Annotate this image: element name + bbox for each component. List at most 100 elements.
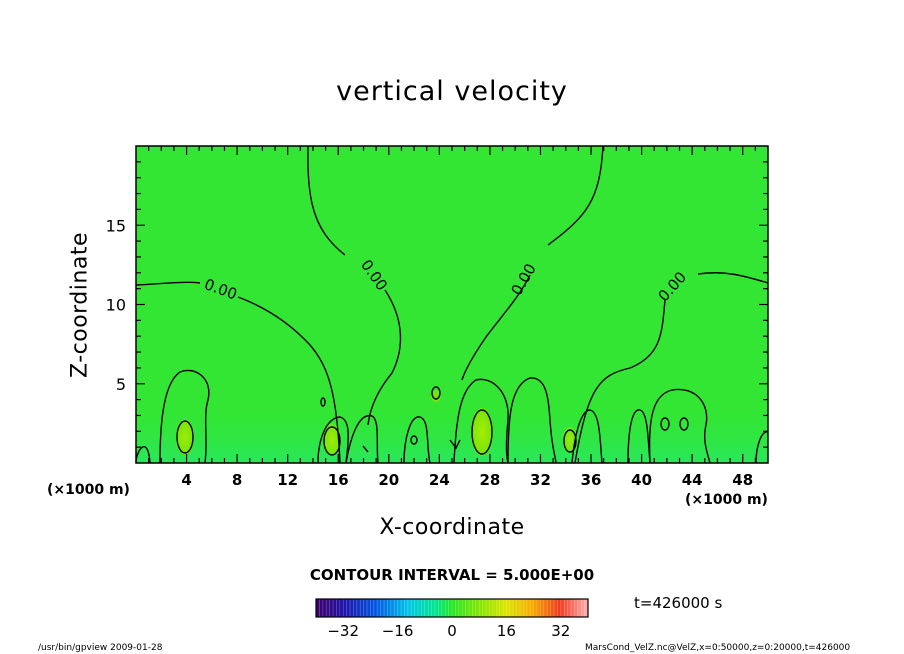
colorbar-cell [567, 599, 572, 617]
x-tick-label: 36 [581, 471, 602, 489]
colorbar-cell [414, 599, 419, 617]
colorbar-cell [516, 599, 521, 617]
contour-dot-2 [410, 435, 418, 445]
contour-dot-3 [660, 417, 670, 431]
colorbar-cell [530, 599, 534, 617]
cell-3 [317, 416, 349, 464]
x-tick-label: 4 [181, 471, 191, 489]
colorbar-cell [346, 599, 351, 617]
contour-interval: CONTOUR INTERVAL = 5.000E+00 [309, 566, 595, 584]
colorbar-cell [523, 599, 528, 617]
colorbar-cell [452, 599, 456, 617]
x-ticks: 4 8 12 16 20 24 28 32 36 40 44 48 [148, 146, 756, 489]
colorbar-cell [540, 599, 545, 617]
colorbar-cell [329, 599, 334, 617]
contour-plume-5 [431, 386, 441, 400]
colorbar-cell [574, 599, 579, 617]
x-tick-label: 20 [378, 471, 399, 489]
colorbar-cell [581, 599, 585, 617]
colorbar-cell [445, 599, 449, 617]
colorbar-cell [492, 599, 497, 617]
colorbar-cell [479, 599, 483, 617]
colorbar-cell [411, 599, 415, 617]
colorbar [315, 599, 589, 617]
x-tick-label: 28 [479, 471, 500, 489]
colorbar-cell [387, 599, 392, 617]
y-ticks: 5 10 15 [106, 161, 768, 448]
colorbar-cell [336, 599, 341, 617]
contour-plume-3 [471, 409, 493, 455]
x-tick-label: 12 [277, 471, 298, 489]
x-tick-label: 48 [732, 471, 753, 489]
colorbar-cell [537, 599, 541, 617]
colorbar-cell [438, 599, 443, 617]
colorbar-cell [499, 599, 504, 617]
contour-mid [461, 145, 604, 381]
colorbar-cell [458, 599, 463, 617]
colorbar-cell [509, 599, 514, 617]
colorbar-cell [448, 599, 453, 617]
colorbar-cell [394, 599, 398, 617]
cell-9 [627, 409, 651, 464]
colorbar-cell [560, 599, 565, 617]
colorbar-tick-label: 16 [497, 622, 516, 640]
x-tick-label: 8 [232, 471, 242, 489]
x-axis-unit: (×1000 m) [685, 492, 768, 508]
x-tick-label: 24 [429, 471, 450, 489]
x-tick-label: 44 [682, 471, 703, 489]
colorbar-cell [469, 599, 473, 617]
colorbar-cell [520, 599, 524, 617]
colorbar-cell [360, 599, 364, 617]
cell-4 [345, 415, 379, 464]
contour-right [574, 272, 769, 464]
cell-11 [755, 431, 769, 464]
colorbar-cell [564, 599, 568, 617]
colorbar-cell [472, 599, 477, 617]
colorbar-cell [390, 599, 395, 617]
cell-7 [507, 377, 557, 464]
colorbar-cell [489, 599, 494, 617]
y-tick-label: 5 [116, 375, 126, 394]
colorbar-tick-label: −32 [327, 622, 359, 640]
chart-title: vertical velocity [336, 76, 568, 107]
colorbar-cell [322, 599, 327, 617]
y-axis-unit: (×1000 m) [47, 482, 130, 498]
y-tick-label: 15 [106, 216, 126, 235]
y-axis-label: Z-coordinate [67, 232, 93, 378]
colorbar-cell [424, 599, 429, 617]
colorbar-tick-label: 0 [447, 622, 457, 640]
colorbar-tick-label: 32 [551, 622, 570, 640]
time-label: t=426000 s [634, 594, 723, 612]
contour-plume-1 [176, 420, 194, 454]
colorbar-cell [339, 599, 344, 617]
contour-left [135, 281, 341, 464]
colorbar-frame [315, 598, 589, 618]
colorbar-cell [380, 599, 385, 617]
colorbar-cell [577, 599, 582, 617]
surface-turbulence-band [136, 400, 768, 463]
colorbar-cell [486, 599, 490, 617]
colorbar-cell [377, 599, 381, 617]
footer-right: MarsCond_VelZ.nc@VelZ,x=0:50000,z=0:2000… [585, 643, 851, 653]
colorbar-cell [397, 599, 402, 617]
colorbar-cell [370, 599, 375, 617]
colorbar-ticks: −32 −16 0 16 32 [327, 622, 570, 640]
x-axis-label: X-coordinate [379, 515, 525, 540]
colorbar-cell [441, 599, 446, 617]
colorbar-cell [496, 599, 500, 617]
contour-plume-2 [323, 426, 341, 456]
y-tick-label: 10 [106, 296, 126, 315]
colorbar-cell [356, 599, 361, 617]
colorbar-cell [503, 599, 507, 617]
colorbar-cell [557, 599, 562, 617]
colorbar-cell [421, 599, 426, 617]
colorbar-cell [401, 599, 405, 617]
cell-1 [159, 369, 210, 464]
colorbar-cell [319, 599, 324, 617]
footer-left: /usr/bin/gpview 2009-01-28 [38, 643, 163, 653]
colorbar-cell [333, 599, 337, 617]
plume-5 [431, 390, 441, 402]
colorbar-cell [526, 599, 531, 617]
colorbar-cell [482, 599, 487, 617]
